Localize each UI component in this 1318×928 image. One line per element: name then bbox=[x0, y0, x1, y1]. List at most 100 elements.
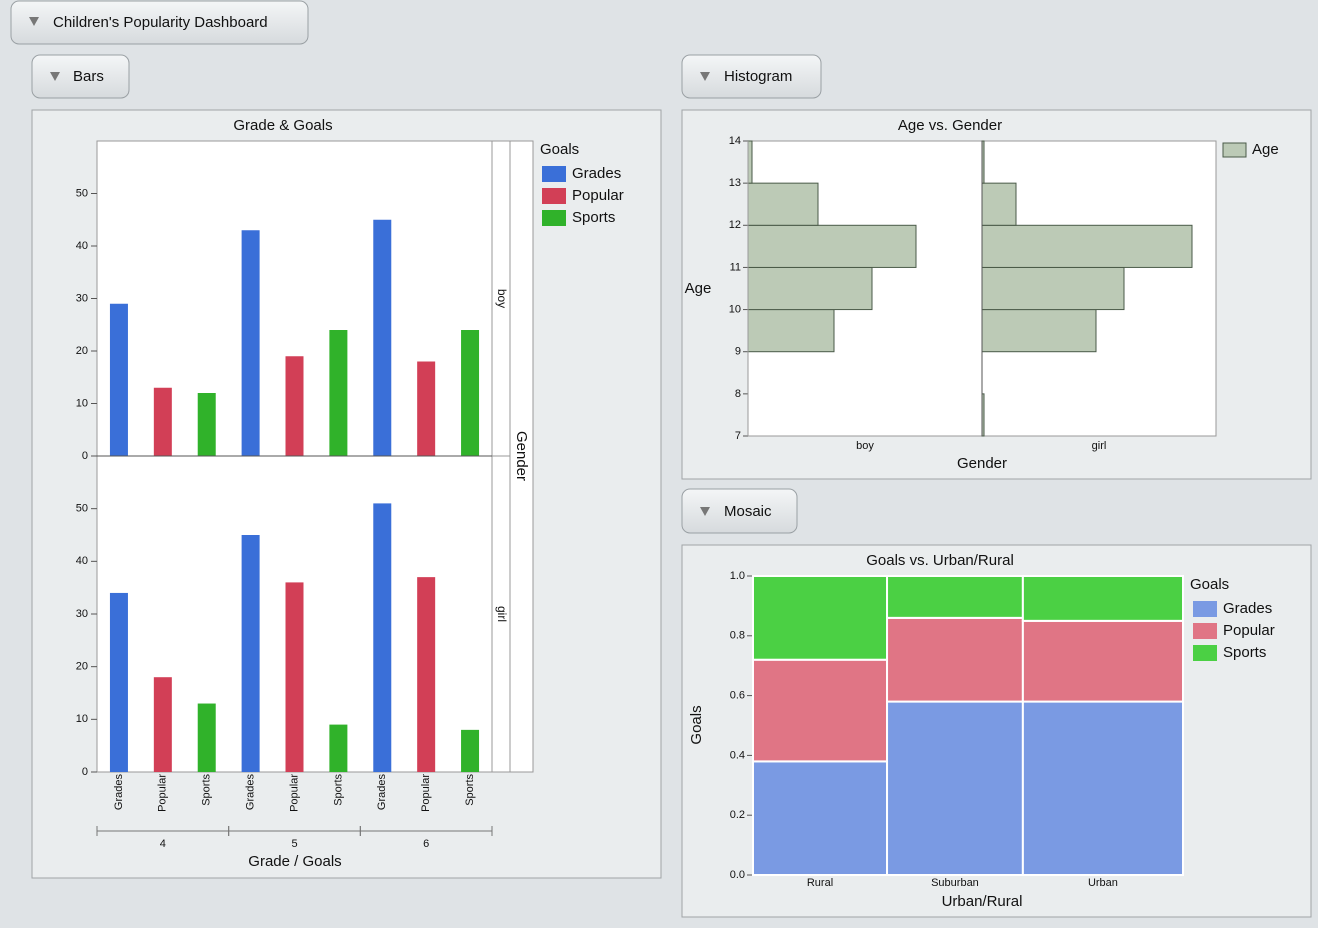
legend-swatch bbox=[1193, 623, 1217, 639]
y-tick-label: 11 bbox=[730, 261, 741, 273]
mosaic-cell bbox=[1021, 619, 1184, 703]
bar bbox=[461, 330, 480, 456]
triangle bbox=[700, 507, 710, 516]
bar bbox=[373, 503, 392, 772]
bar bbox=[285, 582, 304, 772]
y-tick-label: 8 bbox=[735, 388, 741, 400]
x-tick-label: boy bbox=[856, 440, 874, 452]
bar bbox=[461, 729, 480, 772]
bar bbox=[329, 330, 348, 456]
x-tick-label: Popular bbox=[420, 774, 432, 812]
histogram-bar bbox=[747, 140, 753, 184]
y-axis-title: Goals bbox=[688, 705, 705, 744]
legend-label: Grades bbox=[1223, 600, 1272, 617]
y-tick-label: 7 bbox=[735, 430, 741, 442]
histogram-bar bbox=[747, 266, 873, 311]
chart-title: Grade & Goals bbox=[233, 117, 332, 134]
bar bbox=[417, 361, 436, 456]
bar bbox=[241, 230, 260, 456]
legend-label: Sports bbox=[572, 209, 615, 226]
y-tick-label: 0.8 bbox=[730, 630, 745, 642]
bar bbox=[241, 535, 260, 772]
x-tick-label: Sports bbox=[464, 774, 476, 806]
x-tick-label: girl bbox=[1092, 440, 1107, 452]
facet-label: girl bbox=[495, 606, 509, 622]
y-tick-label: 13 bbox=[729, 177, 741, 189]
bar bbox=[109, 303, 128, 456]
chart-title: Age vs. Gender bbox=[898, 117, 1002, 134]
button[interactable] bbox=[31, 54, 130, 99]
y-tick-label: 0 bbox=[82, 450, 88, 462]
y-tick-label: 30 bbox=[76, 608, 88, 620]
y-tick-label: 0.0 bbox=[730, 869, 745, 881]
mosaic-cell bbox=[1021, 575, 1184, 622]
button[interactable] bbox=[681, 54, 822, 99]
y-tick-label: 40 bbox=[76, 555, 88, 567]
x-tick-label: Urban bbox=[1088, 877, 1118, 889]
mosaic-toggle[interactable]: Mosaic bbox=[681, 488, 798, 534]
y-tick-label: 1.0 bbox=[730, 570, 745, 582]
x-tick-label: Suburban bbox=[931, 877, 979, 889]
mosaic-cell bbox=[752, 658, 889, 763]
facet-label: boy bbox=[495, 289, 509, 308]
legend-swatch bbox=[1222, 142, 1247, 158]
mosaic-cell bbox=[752, 760, 889, 877]
legend-label: Age bbox=[1252, 141, 1279, 158]
y-tick-label: 9 bbox=[735, 346, 741, 358]
y-tick-label: 50 bbox=[76, 503, 88, 515]
x-tick-label: Popular bbox=[288, 774, 300, 812]
legend-label: Sports bbox=[1223, 644, 1266, 661]
y-tick-label: 0.6 bbox=[730, 690, 745, 702]
y-tick-label: 10 bbox=[729, 303, 741, 315]
button[interactable] bbox=[10, 0, 309, 45]
y-axis-title: Age bbox=[685, 280, 712, 297]
bar bbox=[285, 356, 304, 456]
x-tick-label: Grades bbox=[245, 774, 257, 811]
histogram-bar bbox=[981, 266, 1125, 311]
histogram-bar bbox=[981, 224, 1193, 268]
y-tick-label: 10 bbox=[76, 713, 88, 725]
bar bbox=[153, 387, 172, 456]
triangle bbox=[50, 72, 60, 81]
section-title: Histogram bbox=[724, 68, 792, 85]
histogram-bar bbox=[747, 224, 917, 268]
y-tick-label: 0.2 bbox=[730, 809, 745, 821]
facet-title: Gender bbox=[513, 431, 530, 481]
triangle bbox=[700, 72, 710, 81]
group-label: 5 bbox=[291, 838, 297, 850]
y-tick-label: 10 bbox=[76, 397, 88, 409]
triangle bbox=[29, 17, 39, 26]
histogram-toggle[interactable]: Histogram bbox=[681, 54, 822, 99]
legend-swatch bbox=[1193, 601, 1217, 617]
bars-toggle[interactable]: Bars bbox=[31, 54, 130, 99]
mosaic-cell bbox=[1021, 700, 1184, 877]
dashboard-toggle[interactable]: Children's Popularity Dashboard bbox=[10, 0, 309, 45]
legend-swatch bbox=[542, 188, 566, 204]
x-axis-title: Grade / Goals bbox=[248, 853, 341, 870]
y-tick-label: 50 bbox=[76, 187, 88, 199]
section-title: Mosaic bbox=[724, 503, 772, 520]
legend-swatch bbox=[542, 210, 566, 226]
x-axis-title: Urban/Rural bbox=[942, 893, 1023, 910]
button[interactable] bbox=[681, 488, 798, 534]
bar bbox=[153, 677, 172, 772]
y-tick-label: 0.4 bbox=[730, 749, 745, 761]
x-axis-title: Gender bbox=[957, 455, 1007, 472]
y-tick-label: 20 bbox=[76, 345, 88, 357]
y-tick-label: 14 bbox=[729, 135, 741, 147]
legend-label: Popular bbox=[572, 187, 624, 204]
histogram-bar bbox=[747, 309, 835, 353]
y-tick-label: 12 bbox=[729, 219, 741, 231]
legend-label: Popular bbox=[1223, 622, 1275, 639]
x-tick-label: Sports bbox=[201, 774, 213, 806]
y-tick-label: 20 bbox=[76, 661, 88, 673]
x-tick-label: Sports bbox=[332, 774, 344, 806]
legend-title: Goals bbox=[1190, 576, 1229, 593]
bar bbox=[109, 592, 128, 772]
section-title: Bars bbox=[73, 68, 104, 85]
bar bbox=[197, 393, 216, 456]
x-tick-label: Popular bbox=[157, 774, 169, 812]
bar bbox=[329, 724, 348, 772]
mosaic-cell bbox=[752, 575, 889, 661]
